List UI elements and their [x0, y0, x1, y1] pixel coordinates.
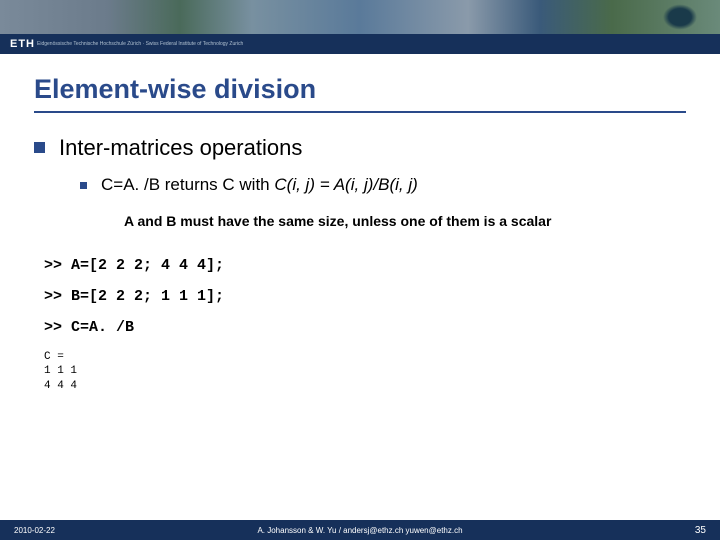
eth-logo: ETH — [10, 38, 35, 50]
bullet-l2-formula: C(i, j) = A(i, j)/B(i, j) — [274, 175, 417, 194]
header-photo-strip — [0, 0, 720, 34]
square-bullet-icon — [80, 182, 87, 189]
bullet-l2-prefix: C=A. /B returns C with — [101, 175, 274, 194]
code-line-3: >> C=A. /B — [44, 319, 686, 336]
footer-date: 2010-02-22 — [14, 526, 55, 535]
header-bar: ETH Eidgenössische Technische Hochschule… — [0, 34, 720, 54]
square-bullet-icon — [34, 142, 45, 153]
output-block: C = 1 1 1 4 4 4 — [44, 350, 686, 393]
footer-bar: 2010-02-22 A. Johansson & W. Yu / anders… — [0, 520, 720, 540]
slide-content: Element-wise division Inter-matrices ope… — [0, 54, 720, 393]
footer-authors: A. Johansson & W. Yu / andersj@ethz.ch y… — [257, 526, 462, 535]
code-line-2: >> B=[2 2 2; 1 1 1]; — [44, 288, 686, 305]
bullet-level2: C=A. /B returns C with C(i, j) = A(i, j)… — [80, 175, 686, 195]
footer-page-number: 35 — [695, 525, 706, 536]
bullet-l1-text: Inter-matrices operations — [59, 135, 302, 161]
header-band: ETH Eidgenössische Technische Hochschule… — [0, 0, 720, 54]
bullet-l2-text: C=A. /B returns C with C(i, j) = A(i, j)… — [101, 175, 418, 195]
eth-logo-subtitle: Eidgenössische Technische Hochschule Zür… — [37, 41, 243, 47]
code-block: >> A=[2 2 2; 4 4 4]; >> B=[2 2 2; 1 1 1]… — [44, 257, 686, 336]
note-text: A and B must have the same size, unless … — [124, 213, 686, 229]
slide-title: Element-wise division — [34, 74, 686, 113]
bullet-level1: Inter-matrices operations — [34, 135, 686, 161]
code-line-1: >> A=[2 2 2; 4 4 4]; — [44, 257, 686, 274]
